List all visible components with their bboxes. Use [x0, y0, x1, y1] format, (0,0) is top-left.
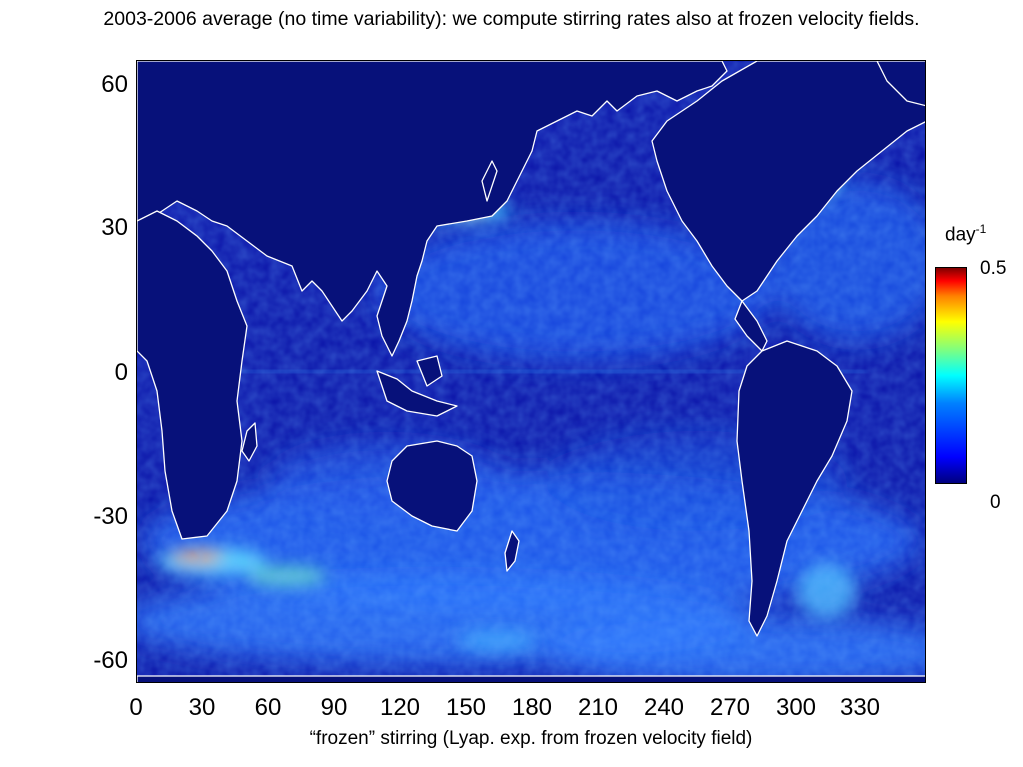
x-tick-150: 150 — [445, 694, 487, 721]
y-tick-minus30: -30 — [93, 503, 128, 530]
australia — [386, 440, 478, 532]
x-tick-30: 30 — [188, 694, 216, 721]
borneo — [416, 355, 443, 387]
y-tick-30: 30 — [101, 214, 128, 241]
x-tick-240: 240 — [643, 694, 685, 721]
x-tick-120: 120 — [379, 694, 421, 721]
y-tick-0: 0 — [114, 359, 128, 386]
colorbar-max-label: 0.5 — [980, 258, 1007, 279]
africa — [137, 210, 248, 540]
x-tick-210: 210 — [577, 694, 619, 721]
y-tick-60: 60 — [101, 71, 128, 98]
continents — [137, 61, 925, 682]
colorbar-min-label: 0 — [990, 492, 1001, 513]
antarctica — [137, 675, 925, 682]
indonesia — [376, 370, 458, 417]
madagascar — [241, 422, 258, 462]
colorbar-unit-base: day — [945, 224, 976, 246]
x-tick-330: 330 — [839, 694, 881, 721]
x-tick-0: 0 — [129, 694, 143, 721]
x-tick-180: 180 — [511, 694, 553, 721]
slide-title: 2003-2006 average (no time variability):… — [103, 8, 920, 30]
x-tick-60: 60 — [254, 694, 282, 721]
map-canvas — [137, 61, 925, 682]
greenland — [876, 61, 925, 107]
x-tick-300: 300 — [775, 694, 817, 721]
new-zealand — [504, 530, 520, 572]
y-tick-minus60: -60 — [93, 647, 128, 674]
colorbar-unit: day-1 — [945, 222, 986, 246]
x-tick-270: 270 — [709, 694, 751, 721]
south-america — [736, 340, 853, 637]
colorbar — [935, 267, 967, 484]
japan — [481, 160, 498, 202]
x-tick-90: 90 — [320, 694, 348, 721]
stirring-map — [136, 60, 926, 683]
eurasia — [137, 61, 728, 357]
figure-caption: “frozen” stirring (Lyap. exp. from froze… — [309, 728, 753, 749]
colorbar-unit-exponent: -1 — [975, 222, 987, 236]
